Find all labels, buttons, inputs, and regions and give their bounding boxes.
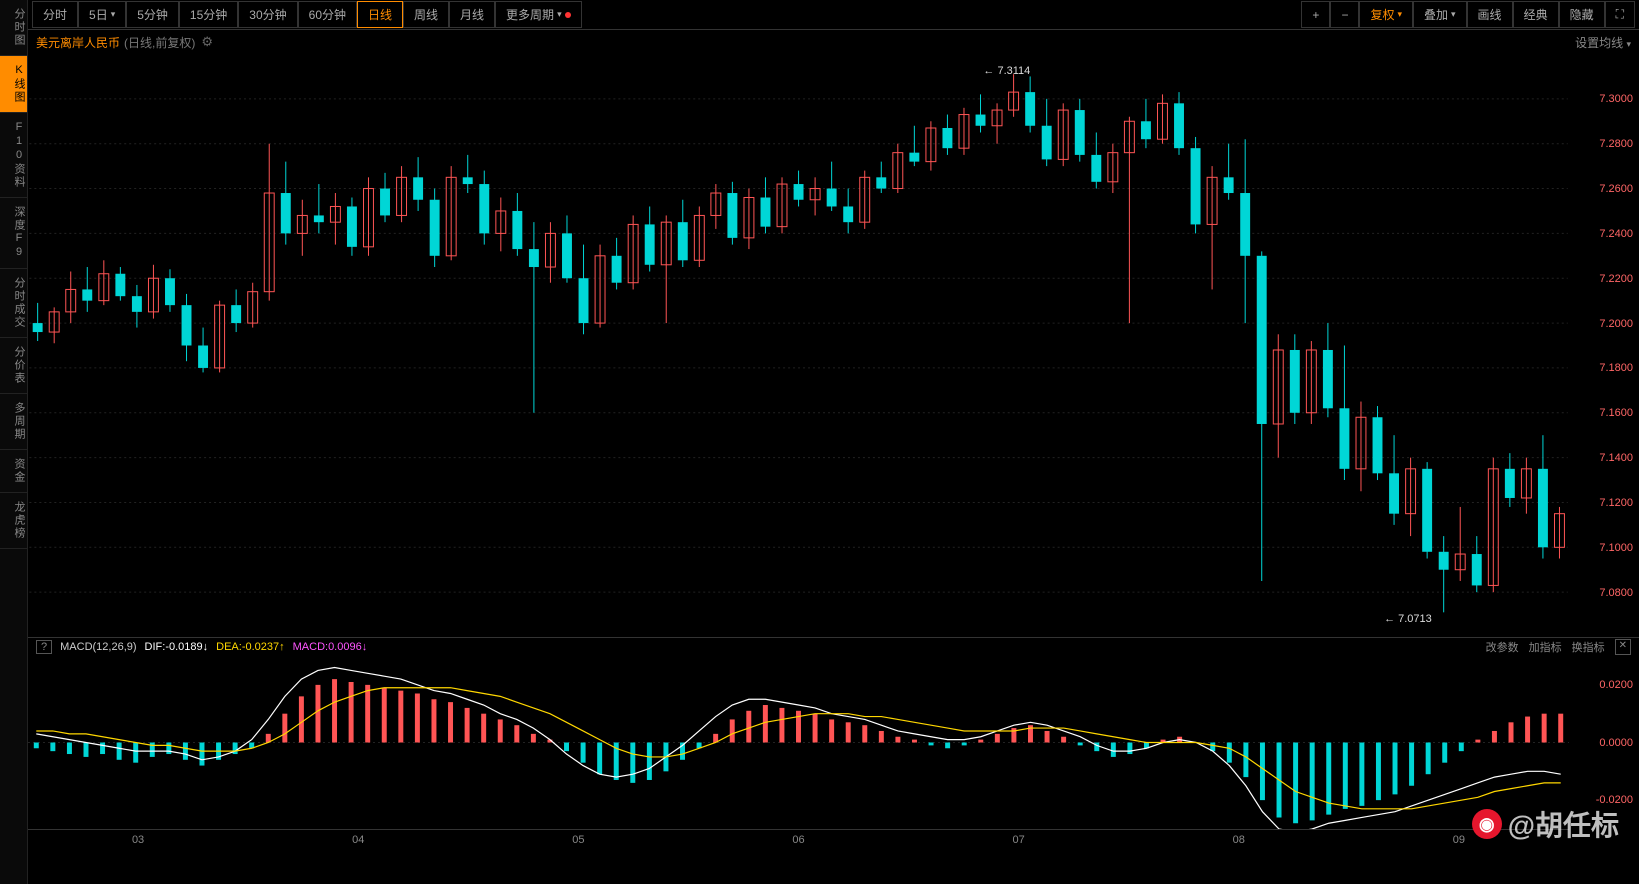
watermark: ◉ @胡任标 [1472, 804, 1619, 844]
period-日线[interactable]: 日线 [357, 1, 403, 28]
help-icon[interactable]: ? [36, 640, 52, 654]
zoom-out-button[interactable]: − [1330, 1, 1359, 28]
macd-params: MACD(12,26,9) [60, 641, 136, 653]
x-tick: 05 [572, 834, 584, 846]
gear-icon[interactable]: ⚙ [201, 34, 213, 50]
chart-subtitle: (日线,前复权) [124, 34, 195, 51]
huaxian-button[interactable]: 画线 [1467, 1, 1513, 28]
period-周线[interactable]: 周线 [403, 1, 449, 28]
symbol-name: 美元离岸人民币 [36, 34, 120, 51]
y-tick: 7.2600 [1599, 183, 1633, 195]
sidebar-item-3[interactable]: 深度F9 [0, 198, 27, 269]
macd-y-tick: 0.0200 [1599, 679, 1633, 691]
sidebar-item-5[interactable]: 分价表 [0, 338, 27, 394]
period-分时[interactable]: 分时 [32, 1, 78, 28]
x-tick: 09 [1453, 834, 1465, 846]
sidebar-item-1[interactable]: K线图 [0, 56, 27, 113]
change-params-button[interactable]: 改参数 [1486, 639, 1519, 655]
period-15分钟[interactable]: 15分钟 [179, 1, 238, 28]
sidebar-item-8[interactable]: 龙虎榜 [0, 493, 27, 549]
candlestick-chart[interactable]: 7.0800 7.1000 7.1200 7.1400 7.1600 7.1800 7.20… [28, 54, 1639, 638]
macd-value: MACD:0.0096↓ [293, 641, 368, 653]
chart-area: 7.0800 7.1000 7.1200 7.1400 7.1600 7.1800 7.20… [28, 54, 1639, 854]
period-月线[interactable]: 月线 [449, 1, 495, 28]
y-tick: 7.2200 [1599, 273, 1633, 285]
period-更多周期[interactable]: 更多周期▾ [495, 1, 582, 28]
diejia-button[interactable]: 叠加▾ [1413, 1, 1467, 28]
add-indicator-button[interactable]: 加指标 [1529, 639, 1562, 655]
change-indicator-button[interactable]: 换指标 [1572, 639, 1605, 655]
y-tick: 7.2400 [1599, 228, 1633, 240]
zoom-in-button[interactable]: + [1301, 1, 1330, 28]
x-tick: 03 [132, 834, 144, 846]
period-60分钟[interactable]: 60分钟 [298, 1, 357, 28]
x-tick: 08 [1233, 834, 1245, 846]
jingdian-button[interactable]: 经典 [1513, 1, 1559, 28]
y-tick: 7.1600 [1599, 407, 1633, 419]
fullscreen-button[interactable]: ⛶ [1605, 1, 1635, 28]
x-axis: 03 04 05 06 07 08 09 [28, 829, 1569, 854]
sidebar-item-4[interactable]: 分时成交 [0, 269, 27, 338]
fuquan-button[interactable]: 复权▾ [1359, 1, 1413, 28]
period-5分钟[interactable]: 5分钟 [126, 1, 179, 28]
y-tick: 7.3000 [1599, 93, 1633, 105]
y-tick: 7.1800 [1599, 362, 1633, 374]
y-tick: 7.1000 [1599, 542, 1633, 554]
close-indicator-icon[interactable]: ✕ [1615, 639, 1631, 655]
weibo-icon: ◉ [1472, 809, 1502, 839]
period-toolbar: 分时5日▾5分钟15分钟30分钟60分钟日线周线月线更多周期▾ + − 复权▾ … [28, 0, 1639, 30]
x-tick: 04 [352, 834, 364, 846]
period-5日[interactable]: 5日▾ [78, 1, 126, 28]
toolbar-right: + − 复权▾ 叠加▾ 画线 经典 隐藏 ⛶ [1301, 1, 1635, 28]
sidebar-item-0[interactable]: 分时图 [0, 0, 27, 56]
y-tick: 7.1200 [1599, 497, 1633, 509]
high-annotation: ← 7.3114 [983, 65, 1030, 77]
y-tick: 7.1400 [1599, 452, 1633, 464]
sidebar-item-7[interactable]: 资金 [0, 450, 27, 493]
macd-header: ? MACD(12,26,9) DIF:-0.0189↓ DEA:-0.0237… [28, 638, 1639, 656]
macd-y-tick: 0.0000 [1599, 737, 1633, 749]
dif-value: DIF:-0.0189↓ [145, 641, 209, 653]
low-annotation: ← 7.0713 [1384, 613, 1432, 625]
ma-settings-link[interactable]: 设置均线 ▾ [1575, 34, 1631, 51]
y-tick: 7.2800 [1599, 138, 1633, 150]
period-30分钟[interactable]: 30分钟 [238, 1, 297, 28]
sidebar-item-2[interactable]: F10资料 [0, 113, 27, 198]
left-sidebar: 分时图K线图F10资料深度F9分时成交分价表多周期资金龙虎榜 [0, 0, 28, 884]
yincang-button[interactable]: 隐藏 [1559, 1, 1605, 28]
x-tick: 07 [1013, 834, 1025, 846]
chart-title-bar: 美元离岸人民币 (日线,前复权) ⚙ 设置均线 ▾ [28, 30, 1639, 54]
y-tick: 7.2000 [1599, 318, 1633, 330]
x-tick: 06 [792, 834, 804, 846]
dea-value: DEA:-0.0237↑ [216, 641, 284, 653]
sidebar-item-6[interactable]: 多周期 [0, 394, 27, 450]
macd-chart[interactable]: ? MACD(12,26,9) DIF:-0.0189↓ DEA:-0.0237… [28, 638, 1639, 829]
y-tick: 7.0800 [1599, 587, 1633, 599]
